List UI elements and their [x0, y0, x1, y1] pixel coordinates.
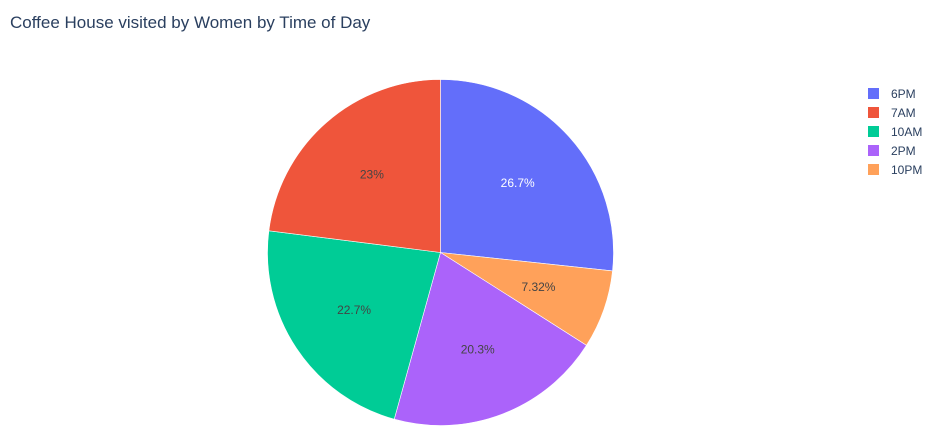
chart-title: Coffee House visited by Women by Time of…: [10, 13, 371, 32]
legend-label-10pm: 10PM: [891, 162, 923, 177]
pie-slice-7am[interactable]: [268, 79, 441, 253]
pie-slice-label-6pm: 26.7%: [501, 176, 535, 190]
legend-swatch-2pm: [868, 145, 879, 156]
chart-legend: 6PM 7AM 10AM 2PM 10PM: [868, 84, 946, 179]
legend-label-2pm: 2PM: [891, 143, 916, 158]
legend-label-10am: 10AM: [891, 124, 923, 139]
legend-swatch-10pm: [868, 164, 879, 175]
pie-slice-6pm[interactable]: [440, 79, 614, 272]
legend-label-6pm: 6PM: [891, 86, 916, 101]
pie-slice-label-7am: 23%: [360, 168, 384, 182]
legend-swatch-6pm: [868, 88, 879, 99]
pie-slice-label-2pm: 20.3%: [461, 342, 495, 356]
legend-item-10am[interactable]: 10AM: [868, 122, 946, 141]
pie-slice-10am[interactable]: [267, 230, 441, 420]
legend-item-7am[interactable]: 7AM: [868, 103, 946, 122]
legend-item-6pm[interactable]: 6PM: [868, 84, 946, 103]
legend-swatch-7am: [868, 107, 879, 118]
pie-slice-label-10am: 22.7%: [337, 303, 371, 317]
legend-swatch-10am: [868, 126, 879, 137]
pie-slice-label-10pm: 7.32%: [521, 280, 555, 294]
pie-slice-2pm[interactable]: [393, 252, 587, 426]
legend-label-7am: 7AM: [891, 105, 916, 120]
legend-item-10pm[interactable]: 10PM: [868, 160, 946, 179]
legend-item-2pm[interactable]: 2PM: [868, 141, 946, 160]
